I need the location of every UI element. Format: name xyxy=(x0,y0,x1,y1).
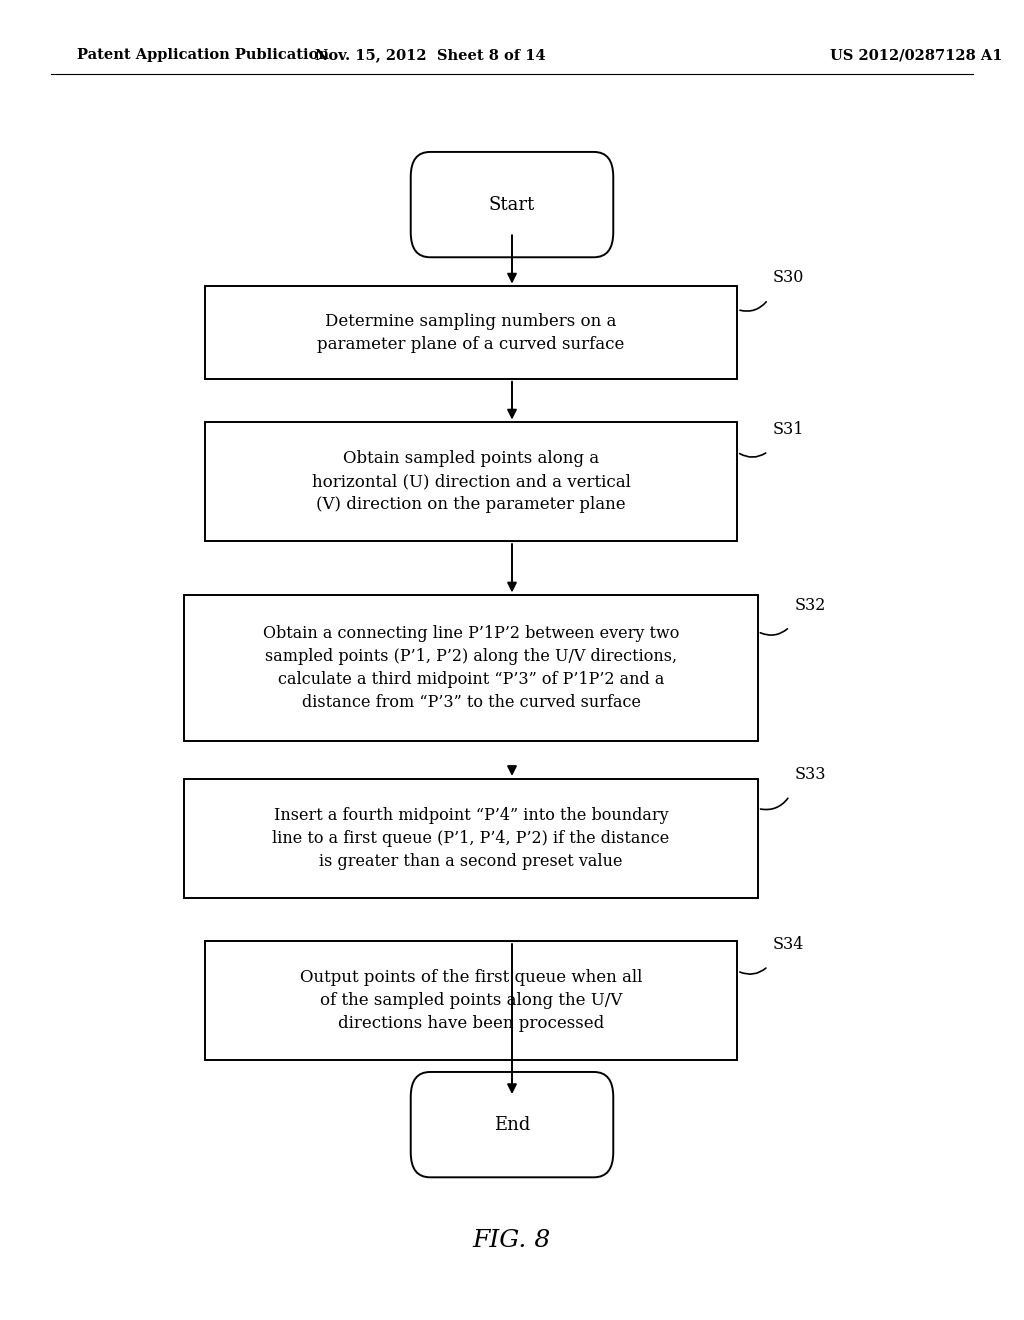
Text: Obtain a connecting line P’1P’2 between every two
sampled points (P’1, P’2) alon: Obtain a connecting line P’1P’2 between … xyxy=(263,626,679,710)
Text: S32: S32 xyxy=(795,597,826,614)
Text: S31: S31 xyxy=(773,421,805,438)
FancyBboxPatch shape xyxy=(411,152,613,257)
Text: Patent Application Publication: Patent Application Publication xyxy=(77,49,329,62)
Bar xyxy=(184,779,758,898)
Text: FIG. 8: FIG. 8 xyxy=(473,1229,551,1253)
Text: Nov. 15, 2012  Sheet 8 of 14: Nov. 15, 2012 Sheet 8 of 14 xyxy=(314,49,546,62)
Text: Output points of the first queue when all
of the sampled points along the U/V
di: Output points of the first queue when al… xyxy=(300,969,642,1032)
Text: Start: Start xyxy=(488,195,536,214)
Bar xyxy=(205,286,737,379)
Bar xyxy=(205,941,737,1060)
Text: End: End xyxy=(494,1115,530,1134)
Text: Obtain sampled points along a
horizontal (U) direction and a vertical
(V) direct: Obtain sampled points along a horizontal… xyxy=(311,450,631,513)
Text: US 2012/0287128 A1: US 2012/0287128 A1 xyxy=(830,49,1002,62)
Bar xyxy=(184,595,758,741)
Text: S34: S34 xyxy=(773,936,805,953)
Bar xyxy=(205,422,737,541)
Text: S33: S33 xyxy=(795,766,826,783)
Text: Determine sampling numbers on a
parameter plane of a curved surface: Determine sampling numbers on a paramete… xyxy=(317,313,625,352)
Text: S30: S30 xyxy=(773,269,805,286)
FancyBboxPatch shape xyxy=(411,1072,613,1177)
Text: Insert a fourth midpoint “P’4” into the boundary
line to a first queue (P’1, P’4: Insert a fourth midpoint “P’4” into the … xyxy=(272,807,670,870)
